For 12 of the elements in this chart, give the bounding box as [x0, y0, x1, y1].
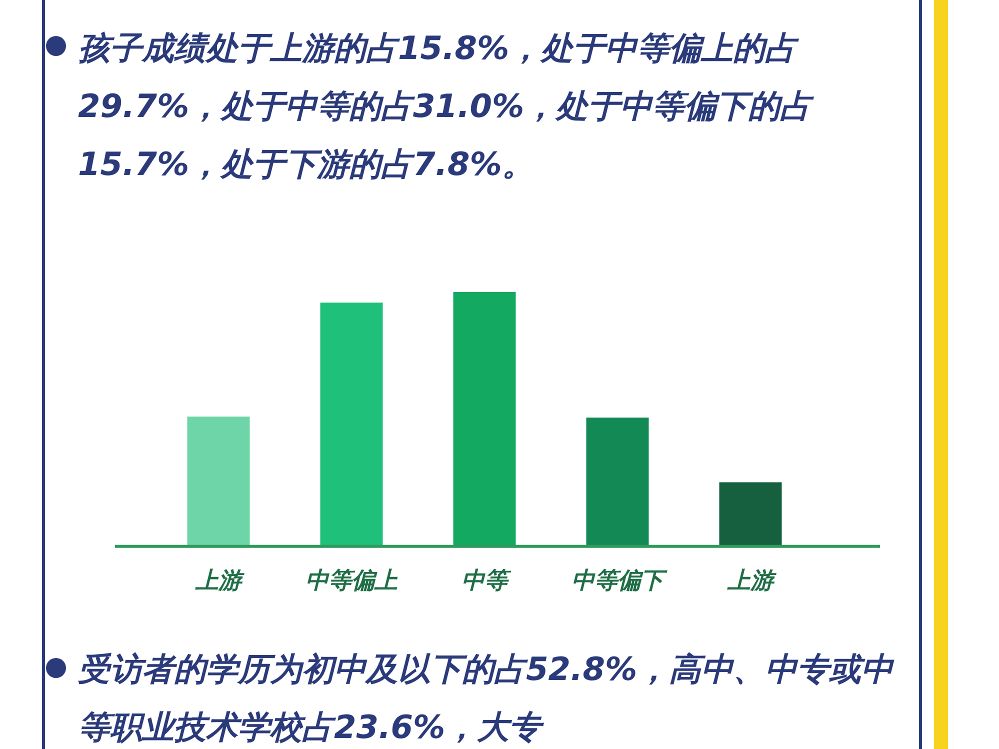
x-tick-label: 上游: [726, 568, 778, 594]
x-tick-label: 上游: [194, 568, 246, 594]
x-tick-label: 中等: [462, 568, 512, 594]
text: 受访者的学历为初中及以下的占52.8%，高中、中专或中等职业技术学校占23.6%，大专: [78, 649, 896, 748]
bar: [453, 292, 516, 546]
x-tick-label: 中等偏下: [572, 568, 668, 594]
bar: [187, 416, 250, 546]
bar: [320, 302, 383, 546]
x-tick-label: 中等偏上: [306, 568, 398, 594]
bar: [719, 482, 782, 546]
chart-title: 孩子成绩处于上游的占15.8%，处于中等偏上的占29.7%，处于中等的占31.0%，处于中等偏下的占15.7%，处于下游的占7.8%。: [78, 28, 815, 185]
bar: [586, 418, 649, 546]
